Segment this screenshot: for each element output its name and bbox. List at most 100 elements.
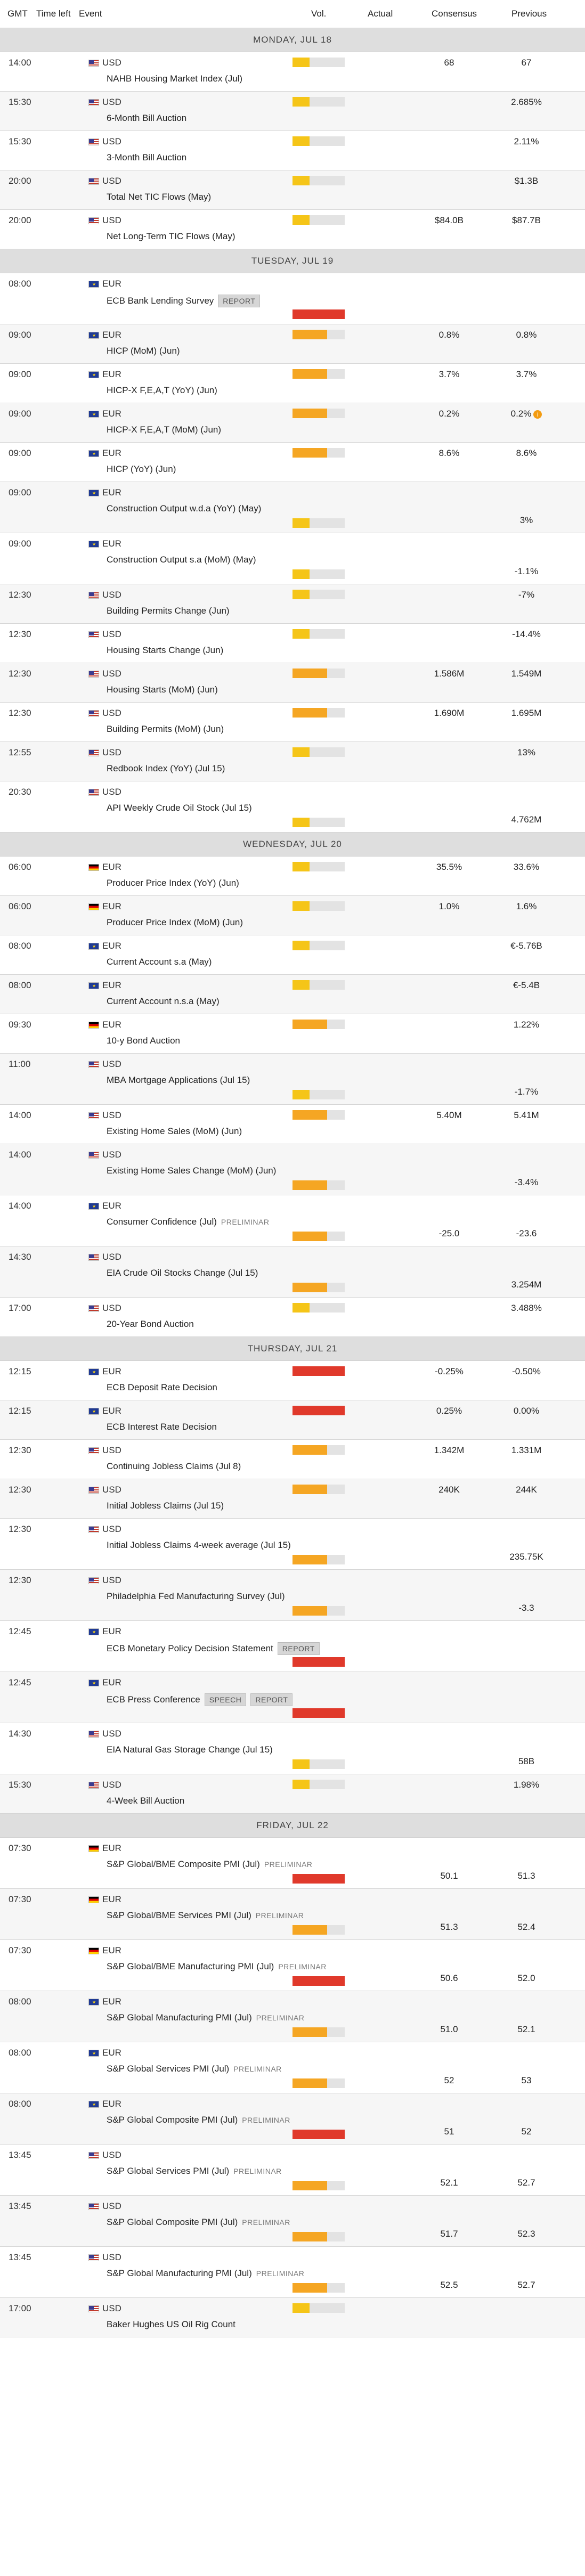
event-row[interactable]: 12:30 USD Housing Starts Change (Jun) -14.4… <box>0 624 585 663</box>
event-name[interactable]: EIA Crude Oil Stocks Change (Jul 15) <box>107 1268 258 1278</box>
event-row[interactable]: 12:30 USD Housing Starts (MoM) (Jun) 1.586M… <box>0 663 585 703</box>
event-name[interactable]: Current Account s.a (May) <box>107 957 212 967</box>
event-row[interactable]: 14:00 EUR Consumer Confidence (Jul) PRELIMI… <box>0 1195 585 1246</box>
event-row[interactable]: 08:00 EUR Current Account s.a (May) €-5.76B <box>0 935 585 975</box>
event-row[interactable]: 09:00 EUR Construction Output s.a (MoM) (M… <box>0 533 585 584</box>
event-name[interactable]: S&P Global Composite PMI (Jul) <box>107 2115 238 2125</box>
event-name[interactable]: S&P Global/BME Composite PMI (Jul) <box>107 1859 260 1869</box>
event-row[interactable]: 06:00 EUR Producer Price Index (YoY) (Jun)… <box>0 857 585 896</box>
event-row[interactable]: 12:30 USD Building Permits Change (Jun) -7% <box>0 584 585 624</box>
event-name[interactable]: Philadelphia Fed Manufacturing Survey (J… <box>107 1591 285 1601</box>
event-row[interactable]: 07:30 EUR S&P Global/BME Composite PMI (Ju… <box>0 1838 585 1889</box>
event-row[interactable]: 14:00 USD NAHB Housing Market Index (Jul) 6… <box>0 52 585 92</box>
event-name[interactable]: S&P Global/BME Services PMI (Jul) <box>107 1910 251 1920</box>
event-name[interactable]: MBA Mortgage Applications (Jul 15) <box>107 1075 250 1085</box>
event-row[interactable]: 14:30 USD EIA Natural Gas Storage Change (… <box>0 1723 585 1774</box>
event-name[interactable]: Redbook Index (YoY) (Jul 15) <box>107 763 225 773</box>
event-name[interactable]: Continuing Jobless Claims (Jul 8) <box>107 1461 241 1471</box>
event-row[interactable]: 06:00 EUR Producer Price Index (MoM) (Jun)… <box>0 896 585 935</box>
event-name[interactable]: Housing Starts Change (Jun) <box>107 645 224 655</box>
event-name[interactable]: 3-Month Bill Auction <box>107 152 187 162</box>
event-row[interactable]: 14:00 USD Existing Home Sales (MoM) (Jun) 5… <box>0 1105 585 1144</box>
event-row[interactable]: 15:30 USD 6-Month Bill Auction 2.685% <box>0 92 585 131</box>
event-tag[interactable]: REPORT <box>277 1642 320 1655</box>
event-name[interactable]: 20-Year Bond Auction <box>107 1319 194 1329</box>
event-name[interactable]: Housing Starts (MoM) (Jun) <box>107 684 218 695</box>
event-name[interactable]: HICP-X F,E,A,T (YoY) (Jun) <box>107 385 217 395</box>
event-name[interactable]: ECB Bank Lending Survey <box>107 296 214 306</box>
event-name[interactable]: ECB Interest Rate Decision <box>107 1422 217 1432</box>
event-name[interactable]: S&P Global Composite PMI (Jul) <box>107 2217 238 2227</box>
event-row[interactable]: 08:00 EUR Current Account n.s.a (May) €-5.4… <box>0 975 585 1014</box>
event-name[interactable]: Net Long-Term TIC Flows (May) <box>107 231 235 241</box>
event-name[interactable]: Building Permits Change (Jun) <box>107 606 230 616</box>
event-name[interactable]: S&P Global Services PMI (Jul) <box>107 2064 230 2074</box>
event-row[interactable]: 13:45 USD S&P Global Services PMI (Jul) PRE… <box>0 2145 585 2196</box>
event-row[interactable]: 08:00 EUR ECB Bank Lending Survey REPORT <box>0 273 585 324</box>
event-row[interactable]: 20:30 USD API Weekly Crude Oil Stock (Jul … <box>0 781 585 833</box>
event-name[interactable]: HICP (MoM) (Jun) <box>107 346 180 356</box>
event-row[interactable]: 12:30 USD Continuing Jobless Claims (Jul 8… <box>0 1440 585 1479</box>
event-row[interactable]: 08:00 EUR S&P Global Manufacturing PMI (Ju… <box>0 1991 585 2042</box>
event-name[interactable]: 10-y Bond Auction <box>107 1036 180 1046</box>
event-row[interactable]: 12:30 USD Building Permits (MoM) (Jun) 1.69… <box>0 703 585 742</box>
event-row[interactable]: 17:00 USD 20-Year Bond Auction 3.488% <box>0 1298 585 1337</box>
event-name[interactable]: ECB Press Conference <box>107 1694 200 1705</box>
event-row[interactable]: 13:45 USD S&P Global Composite PMI (Jul) PR… <box>0 2196 585 2247</box>
event-row[interactable]: 09:00 EUR Construction Output w.d.a (YoY) … <box>0 482 585 533</box>
event-name[interactable]: Initial Jobless Claims (Jul 15) <box>107 1501 224 1511</box>
event-name[interactable]: ECB Deposit Rate Decision <box>107 1382 217 1392</box>
event-name[interactable]: API Weekly Crude Oil Stock (Jul 15) <box>107 803 252 813</box>
event-row[interactable]: 15:30 USD 4-Week Bill Auction 1.98% <box>0 1774 585 1814</box>
event-row[interactable]: 08:00 EUR S&P Global Services PMI (Jul)PRE… <box>0 2042 585 2093</box>
event-row[interactable]: 12:30 USD Initial Jobless Claims (Jul 15) 2… <box>0 1479 585 1519</box>
event-tag[interactable]: REPORT <box>218 295 261 307</box>
event-name[interactable]: Current Account n.s.a (May) <box>107 996 220 1006</box>
event-row[interactable]: 12:30 USD Initial Jobless Claims 4-week av… <box>0 1519 585 1570</box>
event-row[interactable]: 14:30 USD EIA Crude Oil Stocks Change (Jul… <box>0 1246 585 1298</box>
event-name[interactable]: Construction Output w.d.a (YoY) (May) <box>107 503 262 513</box>
event-name[interactable]: Initial Jobless Claims 4-week average (J… <box>107 1540 291 1550</box>
revision-info-icon[interactable]: i <box>533 410 542 419</box>
event-row[interactable]: 12:55 USD Redbook Index (YoY) (Jul 15) 13% <box>0 742 585 781</box>
event-name[interactable]: HICP (YoY) (Jun) <box>107 464 176 474</box>
event-row[interactable]: 15:30 USD 3-Month Bill Auction 2.11% <box>0 131 585 170</box>
event-row[interactable]: 09:00 EUR HICP-X F,E,A,T (YoY) (Jun) 3.7% 3.… <box>0 364 585 403</box>
event-row[interactable]: 09:00 EUR HICP (MoM) (Jun) 0.8% 0.8% <box>0 324 585 364</box>
event-name[interactable]: S&P Global/BME Manufacturing PMI (Jul) <box>107 1961 274 1971</box>
event-row[interactable]: 13:45 USD S&P Global Manufacturing PMI (Ju… <box>0 2247 585 2298</box>
event-name[interactable]: Total Net TIC Flows (May) <box>107 192 212 202</box>
event-row[interactable]: 07:30 EUR S&P Global/BME Services PMI (Jul… <box>0 1889 585 1940</box>
event-row[interactable]: 09:00EURHICP-X F,E,A,T (MoM) (Jun)0.2%0.… <box>0 403 585 443</box>
event-tag[interactable]: REPORT <box>250 1693 293 1706</box>
event-name[interactable]: S&P Global Services PMI (Jul) <box>107 2166 230 2176</box>
event-row[interactable]: 12:30 USD Philadelphia Fed Manufacturing S… <box>0 1570 585 1621</box>
event-name[interactable]: HICP-X F,E,A,T (MoM) (Jun) <box>107 425 222 435</box>
event-row[interactable]: 12:45 EUR ECB Monetary Policy Decision Sta… <box>0 1621 585 1672</box>
event-name[interactable]: EIA Natural Gas Storage Change (Jul 15) <box>107 1744 273 1755</box>
event-row[interactable]: 08:00 EUR S&P Global Composite PMI (Jul) PR… <box>0 2093 585 2145</box>
event-name[interactable]: Existing Home Sales (MoM) (Jun) <box>107 1126 242 1136</box>
event-name[interactable]: Baker Hughes US Oil Rig Count <box>107 2319 235 2329</box>
event-name[interactable]: Producer Price Index (YoY) (Jun) <box>107 878 239 888</box>
event-row[interactable]: 09:30 EUR 10-y Bond Auction 1.22% <box>0 1014 585 1054</box>
event-name[interactable]: Building Permits (MoM) (Jun) <box>107 724 224 734</box>
event-name[interactable]: S&P Global Manufacturing PMI (Jul) <box>107 2012 252 2023</box>
event-name[interactable]: Consumer Confidence (Jul) <box>107 1217 217 1227</box>
event-row[interactable]: 17:00 USD Baker Hughes US Oil Rig Count <box>0 2298 585 2337</box>
event-name[interactable]: S&P Global Manufacturing PMI (Jul) <box>107 2268 252 2278</box>
event-row[interactable]: 07:30 EUR S&P Global/BME Manufacturing PMI… <box>0 1940 585 1991</box>
event-row[interactable]: 20:00 USD Total Net TIC Flows (May) $1.3B <box>0 170 585 210</box>
event-name[interactable]: Producer Price Index (MoM) (Jun) <box>107 917 243 927</box>
event-row[interactable]: 11:00 USD MBA Mortgage Applications (Jul 1… <box>0 1054 585 1105</box>
event-row[interactable]: 12:15 EUR ECB Interest Rate Decision 0.25% 0… <box>0 1400 585 1440</box>
event-name[interactable]: NAHB Housing Market Index (Jul) <box>107 74 243 84</box>
event-name[interactable]: 4-Week Bill Auction <box>107 1796 185 1806</box>
event-row[interactable]: 12:15 EUR ECB Deposit Rate Decision -0.25% -… <box>0 1361 585 1400</box>
event-row[interactable]: 20:00 USD Net Long-Term TIC Flows (May) $84… <box>0 210 585 249</box>
event-name[interactable]: Existing Home Sales Change (MoM) (Jun) <box>107 1165 277 1176</box>
event-row[interactable]: 09:00 EUR HICP (YoY) (Jun) 8.6% 8.6% <box>0 443 585 482</box>
event-name[interactable]: Construction Output s.a (MoM) (May) <box>107 555 256 565</box>
event-row[interactable]: 14:00 USD Existing Home Sales Change (MoM)… <box>0 1144 585 1195</box>
